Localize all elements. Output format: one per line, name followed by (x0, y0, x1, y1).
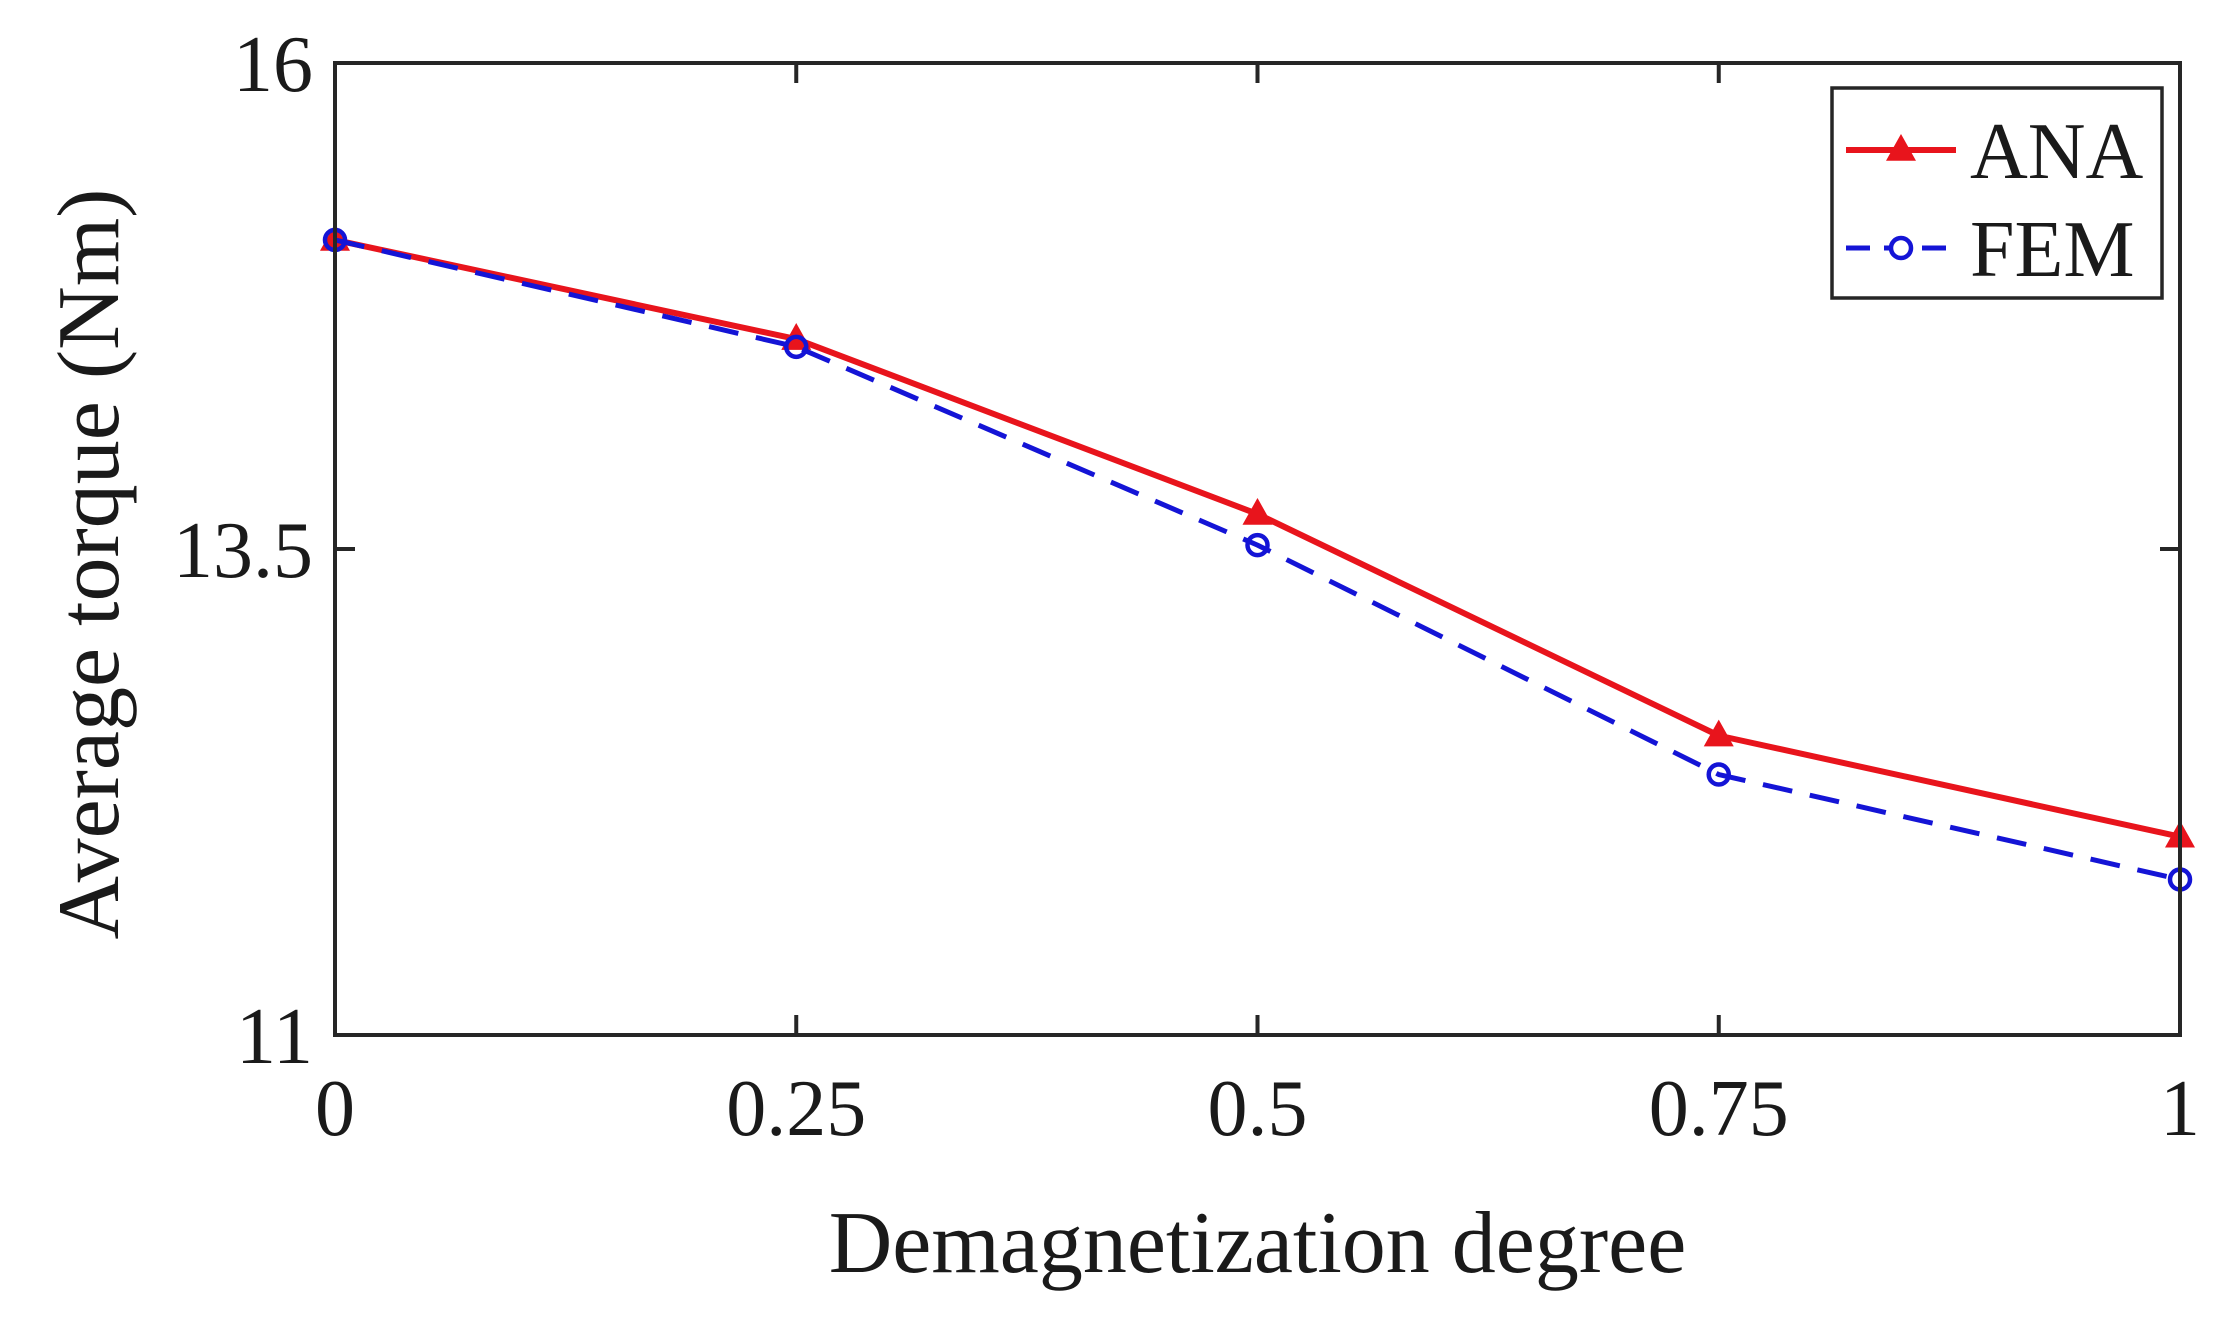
legend-label-ana: ANA (1970, 108, 2144, 196)
y-tick-label: 13.5 (173, 507, 313, 595)
x-tick-label: 0.25 (726, 1065, 866, 1153)
legend-marker-ana (1885, 133, 1917, 161)
x-axis-label: Demagnetization degree (829, 1195, 1687, 1292)
legend-marker-fem (1888, 235, 1914, 261)
data-point-fem (1245, 532, 1270, 558)
legend-item-fem: FEM (1846, 206, 2135, 294)
legend: ANA FEM (1830, 86, 2164, 300)
x-tick-label: 0 (315, 1065, 355, 1153)
series-line-fem (334, 237, 2181, 882)
legend-box (1830, 86, 2164, 300)
x-tick-label: 1 (2160, 1065, 2200, 1153)
series-ana (319, 223, 2196, 848)
y-axis-label: Average torque (Nm) (41, 189, 138, 940)
data-point-ana (1703, 719, 1734, 747)
y-tick-label: 16 (233, 21, 313, 109)
x-tick-label: 0.75 (1649, 1065, 1789, 1153)
data-point-fem (1706, 762, 1731, 787)
data-point-fem (784, 334, 809, 360)
x-tick-label: 0.5 (1208, 1065, 1308, 1153)
y-tick-label: 11 (236, 993, 313, 1081)
data-point-ana (1242, 497, 1273, 525)
series-layer (319, 223, 2196, 892)
legend-label-fem: FEM (1970, 206, 2135, 294)
legend-item-ana: ANA (1846, 108, 2144, 196)
